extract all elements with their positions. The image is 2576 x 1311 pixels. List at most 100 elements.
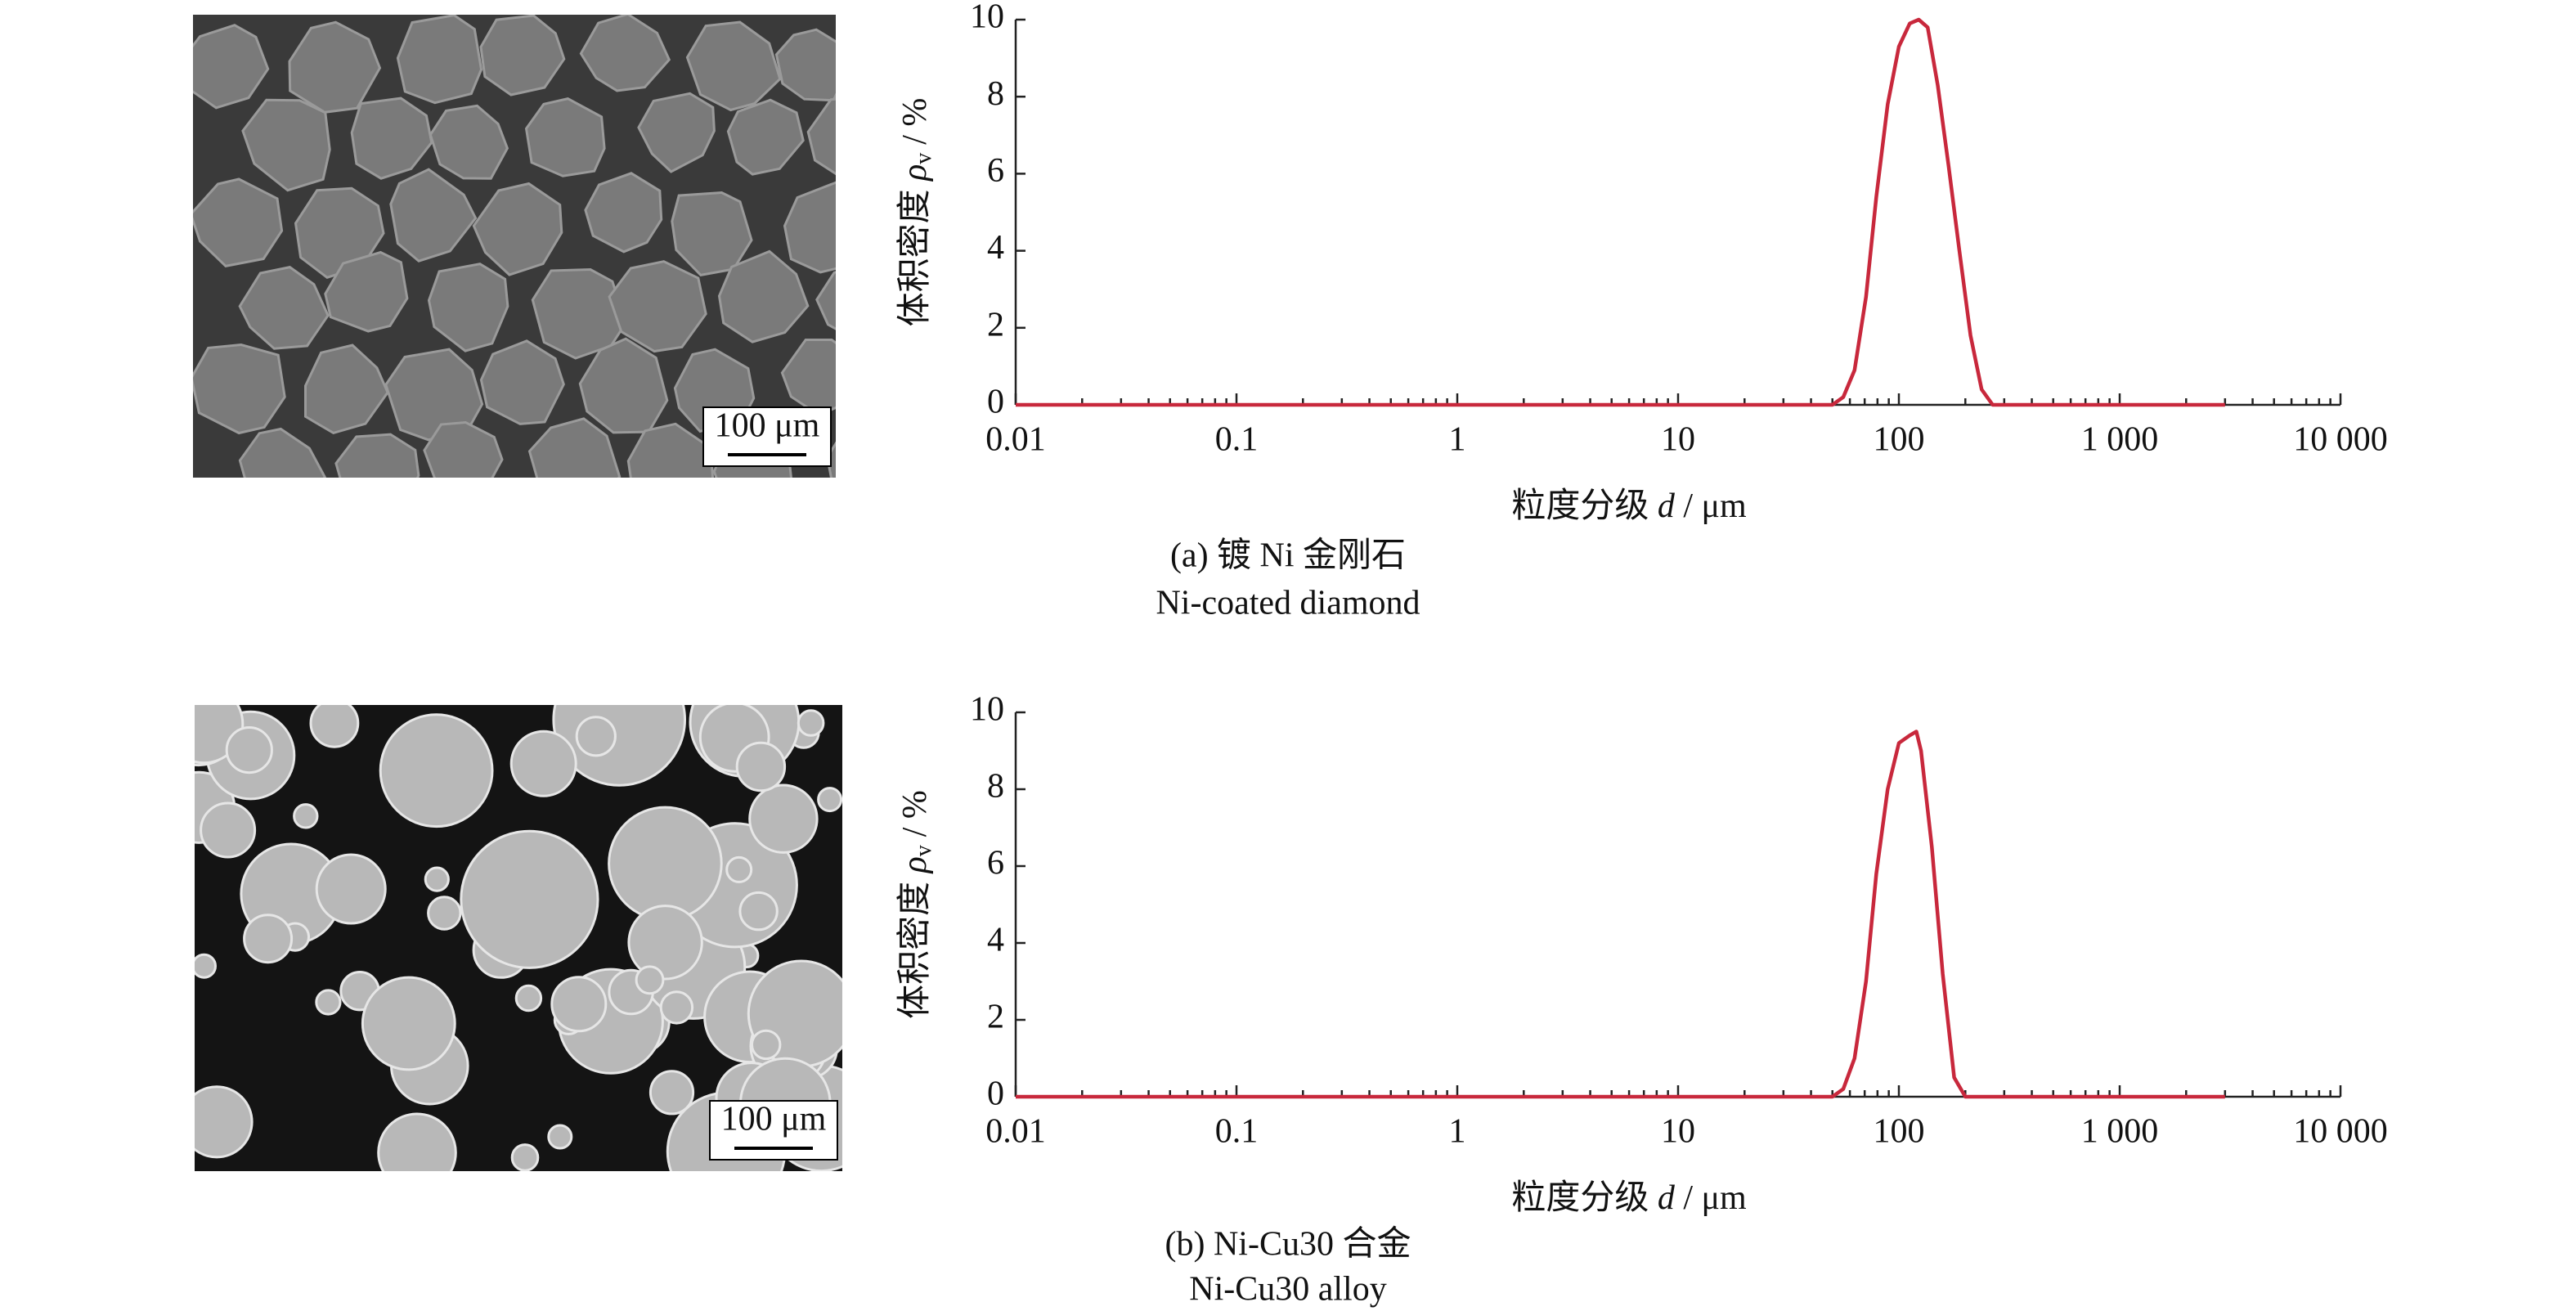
particle: [225, 726, 273, 774]
caption: Ni-coated diamond: [1156, 585, 1420, 622]
data-line: [1016, 17, 2225, 407]
particle: [304, 343, 389, 435]
y-tick-label: 2: [987, 306, 1004, 343]
particle: [238, 427, 326, 478]
particle: [608, 806, 723, 922]
particle: [423, 420, 504, 478]
particle: [717, 249, 810, 343]
x-tick-label: 1: [1449, 421, 1466, 459]
particle: [725, 855, 753, 883]
particle: [315, 989, 342, 1016]
micrograph: [195, 705, 842, 1171]
x-tick-label: 10: [1661, 421, 1695, 459]
particle: [510, 1143, 540, 1171]
particle: [514, 984, 543, 1012]
particle: [815, 271, 836, 330]
particle: [396, 15, 483, 105]
particle: [193, 177, 284, 268]
text-part: ρ: [896, 856, 934, 874]
particle: [584, 172, 663, 254]
particle: [627, 905, 703, 981]
particle: [527, 417, 622, 478]
y-tick-label: 2: [987, 999, 1004, 1036]
text-part: / %: [896, 98, 934, 145]
x-axis-label: 粒度分级 d / μm: [1511, 1179, 1747, 1217]
particle: [738, 891, 779, 932]
y-tick-label: 4: [987, 229, 1004, 267]
particle: [193, 343, 286, 435]
scale-label: 100 μm: [721, 1101, 827, 1138]
x-tick-label: 0.01: [985, 1113, 1046, 1151]
particle: [315, 853, 387, 925]
particle: [479, 339, 565, 425]
particle: [826, 441, 836, 478]
y-tick-label: 6: [987, 152, 1004, 190]
text-part: v: [911, 153, 936, 164]
text-part: / μm: [1683, 487, 1747, 525]
particle: [575, 716, 617, 757]
particle: [748, 783, 819, 854]
text-part: d: [1658, 1179, 1676, 1217]
particle: [361, 976, 456, 1071]
x-tick-label: 0.1: [1215, 1113, 1259, 1151]
particle: [817, 787, 842, 813]
particle: [635, 965, 665, 995]
particle: [806, 97, 836, 176]
particle: [427, 263, 509, 352]
particle: [200, 801, 257, 859]
particle: [726, 98, 805, 176]
text-part: / %: [896, 790, 934, 837]
text-part: 体积密度: [895, 189, 934, 326]
particle: [509, 730, 577, 797]
x-tick-label: 100: [1874, 421, 1925, 459]
particle: [671, 191, 753, 277]
caption: (a) 镀 Ni 金刚石: [1170, 537, 1406, 575]
particle: [780, 339, 836, 417]
caption: Ni-Cu30 alloy: [1189, 1271, 1386, 1309]
particle: [608, 260, 707, 353]
y-tick-label: 10: [970, 0, 1004, 36]
particle: [578, 337, 669, 434]
y-axis-label: 体积密度 ρv / %: [895, 790, 937, 1019]
particle: [659, 990, 694, 1025]
particle: [547, 1124, 573, 1150]
caption: (b) Ni-Cu30 合金: [1165, 1225, 1411, 1264]
particle: [774, 28, 836, 102]
y-tick-label: 8: [987, 768, 1004, 806]
particle: [479, 15, 566, 97]
y-axis-label: 体积密度 ρv / %: [895, 98, 937, 327]
particle: [195, 1085, 254, 1159]
y-tick-label: 0: [987, 384, 1004, 421]
particle: [626, 422, 715, 478]
particle: [238, 265, 330, 350]
particle: [293, 803, 319, 829]
x-tick-label: 1: [1449, 1113, 1466, 1151]
particle: [193, 24, 270, 110]
text-part: 粒度分级: [1511, 1179, 1649, 1217]
text-part: d: [1658, 487, 1676, 525]
text-part: v: [911, 845, 936, 856]
x-tick-label: 1 000: [2081, 1113, 2159, 1151]
particle: [309, 705, 360, 748]
x-tick-label: 10: [1661, 1113, 1695, 1151]
y-tick-label: 0: [987, 1075, 1004, 1113]
particle: [637, 92, 716, 173]
scale-label: 100 μm: [715, 407, 820, 445]
y-tick-label: 8: [987, 75, 1004, 113]
particle: [288, 20, 382, 114]
particle: [350, 97, 433, 180]
particle: [429, 104, 509, 180]
y-tick-label: 4: [987, 922, 1004, 959]
particle: [334, 433, 420, 478]
data-line: [1016, 730, 2225, 1099]
text-part: / μm: [1683, 1179, 1747, 1217]
x-tick-label: 0.01: [985, 421, 1046, 459]
particle: [524, 97, 606, 177]
text-part: ρ: [896, 164, 934, 182]
particle: [783, 181, 836, 274]
particle: [377, 1112, 457, 1171]
x-axis-label: 粒度分级 d / μm: [1511, 487, 1747, 525]
particle: [195, 953, 217, 979]
particle: [579, 15, 671, 92]
